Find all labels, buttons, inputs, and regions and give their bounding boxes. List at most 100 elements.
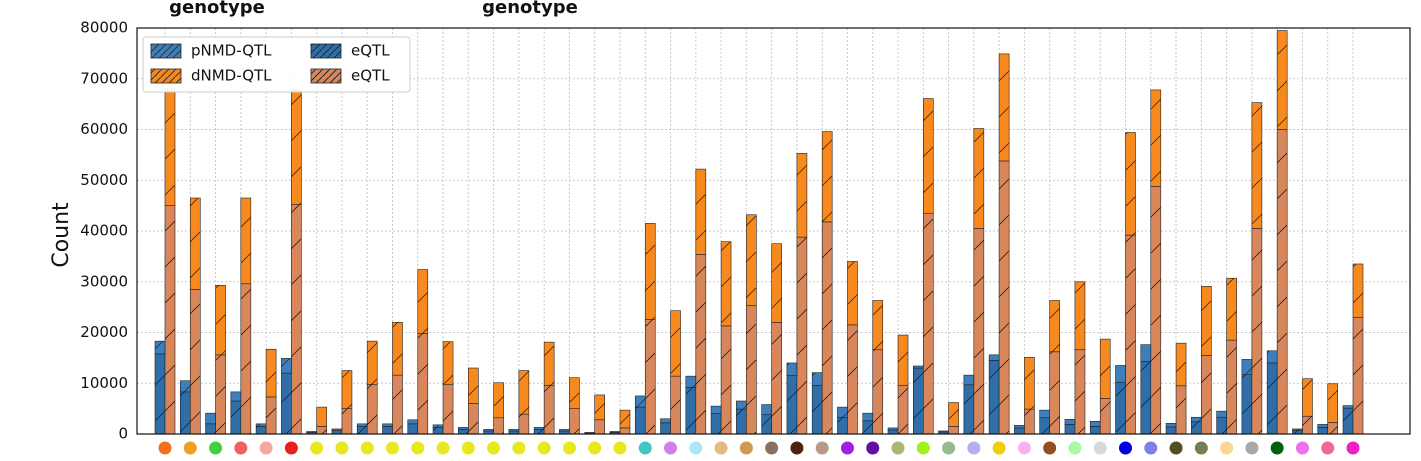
bar-segment (1276, 30, 1288, 130)
bar-segment (341, 408, 353, 435)
bar-segment (306, 431, 317, 433)
legend-box (142, 36, 411, 93)
bar-segment (569, 408, 580, 435)
bar-segment (1014, 425, 1025, 429)
category-marker (1017, 441, 1031, 455)
bar-segment (215, 285, 226, 356)
bar-segment (1352, 263, 1364, 318)
bar-segment (786, 362, 798, 376)
bar-segment (205, 423, 216, 435)
plot-frame (136, 27, 1411, 435)
bar-segment (508, 429, 520, 432)
bar-segment (407, 419, 419, 425)
bar-segment (1014, 427, 1025, 435)
bar-segment (1165, 423, 1177, 428)
category-marker (638, 441, 652, 455)
bar-segment (291, 89, 302, 205)
bar-segment (154, 340, 166, 355)
bar-segment (897, 334, 909, 386)
bar-segment (644, 223, 656, 320)
bar-segment (736, 400, 747, 410)
legend-label: eQTL (351, 67, 390, 85)
y-tick-label: 40000 (80, 222, 128, 240)
bar-segment (609, 431, 621, 433)
bar-segment (963, 384, 975, 435)
category-marker (310, 441, 324, 455)
bar-segment (973, 128, 985, 229)
bar-segment (559, 429, 570, 432)
bar-segment (897, 384, 909, 435)
bar-segment (1089, 426, 1101, 435)
bar-segment (872, 300, 884, 351)
category-marker (992, 441, 1006, 455)
bar-segment (1342, 407, 1354, 435)
bar-segment (164, 205, 176, 435)
bar-segment (1024, 357, 1035, 410)
category-marker (1093, 441, 1107, 455)
bar-segment (215, 354, 226, 435)
category-marker (866, 441, 880, 455)
bar-segment (230, 400, 242, 435)
bar-segment (695, 254, 707, 435)
category-marker (916, 441, 930, 455)
bar-segment (356, 426, 368, 435)
category-marker (234, 441, 248, 455)
category-marker (335, 441, 349, 455)
bar-segment (1150, 89, 1162, 187)
bar-segment (1074, 349, 1086, 435)
bar-segment (1327, 422, 1339, 435)
bar-segment (316, 426, 327, 435)
bar-segment (1099, 338, 1111, 399)
annotation: genotype (169, 0, 265, 18)
bar-segment (786, 375, 798, 435)
bar-segment (1251, 102, 1263, 229)
bar-segment (1039, 417, 1050, 435)
y-tick-label: 70000 (80, 69, 128, 87)
bar-segment (1327, 383, 1339, 423)
category-marker (436, 441, 450, 455)
bar-segment (1226, 277, 1237, 341)
bar-segment (887, 429, 899, 435)
category-marker (158, 441, 172, 455)
bar-segment (988, 354, 1000, 361)
bar-segment (1201, 286, 1212, 356)
bar-segment (518, 413, 530, 435)
category-marker (1144, 441, 1158, 455)
y-tick-label: 80000 (80, 19, 128, 37)
category-marker (613, 441, 627, 455)
category-marker (537, 441, 551, 455)
bar-segment (1342, 405, 1354, 409)
bar-segment (392, 322, 403, 376)
category-marker (1068, 441, 1082, 455)
bar-segment (670, 310, 681, 377)
bar-segment (887, 427, 899, 431)
bar-segment (948, 426, 959, 435)
bar-segment (543, 384, 555, 435)
bar-segment (265, 396, 277, 435)
category-marker (487, 441, 501, 455)
legend-label: dNMD-QTL (191, 67, 272, 85)
bar-segment (164, 88, 176, 206)
bar-segment (644, 319, 656, 435)
bar-segment (670, 375, 681, 435)
bar-segment (922, 98, 934, 214)
bar-segment (1115, 365, 1126, 383)
bar-segment (847, 324, 858, 435)
bar-segment (796, 236, 808, 435)
bar-segment (189, 197, 201, 290)
bar-segment (1125, 132, 1136, 236)
category-marker (815, 441, 829, 455)
bar-segment (1064, 418, 1076, 425)
bar-segment (1115, 381, 1126, 435)
bar-segment (594, 394, 606, 421)
bar-segment (255, 423, 267, 427)
bar-segment (862, 412, 874, 422)
bar-segment (862, 420, 874, 435)
bar-segment (660, 422, 671, 435)
bar-segment (710, 405, 722, 414)
category-marker (739, 441, 753, 455)
bar-segment (154, 353, 166, 435)
bar-segment (584, 432, 596, 434)
bar-segment (1039, 409, 1050, 419)
